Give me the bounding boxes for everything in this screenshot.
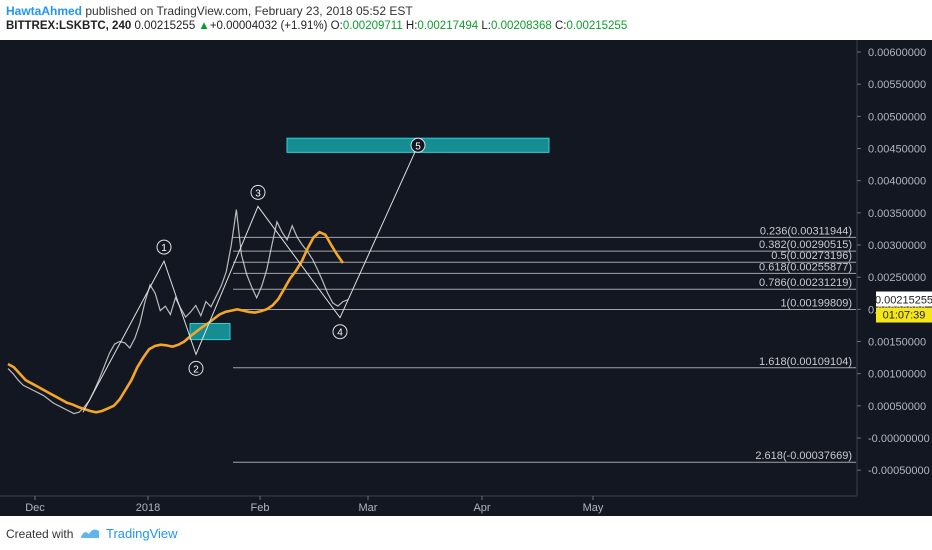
price-chart[interactable]: 0.00600000 0.00550000 0.00500000 0.00450000…: [0, 40, 932, 516]
wave-label: 3: [255, 188, 261, 199]
symbol-label: BITTREX:LSKBTC, 240: [6, 20, 132, 32]
low-label: L:: [481, 20, 491, 32]
x-tick-label: Apr: [473, 502, 490, 514]
bar-timer-tag: [876, 307, 932, 323]
x-tick-label: May: [583, 502, 604, 514]
last-price: 0.00215255: [134, 20, 196, 32]
x-tick-label: Dec: [25, 502, 45, 514]
high-value: 0.00217494: [417, 20, 479, 32]
x-tick-label: 2018: [136, 502, 160, 514]
last-price-tag-label: 0.00215255: [875, 295, 932, 307]
x-tick-label: Feb: [251, 502, 270, 514]
fib-level-label: 0.618(0.00255877): [759, 261, 852, 273]
y-tick-label: -0.00000000: [868, 433, 930, 445]
fib-level-label: 0.236(0.00311944): [760, 225, 852, 237]
open-value: 0.00209711: [342, 20, 403, 32]
fib-level-label: 1(0.00199809): [780, 297, 852, 309]
y-tick-label: 0.00150000: [868, 337, 926, 349]
fib-level-label: 0.786(0.00231219): [759, 277, 852, 289]
wave-label-circle: [410, 137, 426, 153]
chart-header: HawtaAhmed published on TradingView.com,…: [0, 0, 932, 40]
footer: Created with TradingView: [0, 516, 932, 550]
author-link[interactable]: HawtaAhmed: [6, 4, 83, 18]
publish-info: published on TradingView.com, February 2…: [85, 4, 413, 18]
bar-timer-label: 01:07:39: [883, 310, 926, 322]
y-tick-label: 0.00400000: [868, 176, 926, 188]
elliott-wave-path: [82, 145, 419, 413]
up-arrow-icon: ▲: [198, 20, 210, 32]
moving-average-line: [7, 230, 345, 414]
high-label: H:: [405, 20, 418, 32]
publish-line: HawtaAhmed published on TradingView.com,…: [6, 4, 413, 18]
wave-label-circle: [188, 360, 204, 376]
close-value: 0.00215255: [566, 20, 628, 32]
x-tick-label: Mar: [359, 502, 378, 514]
close-label: C:: [554, 20, 567, 32]
y-tick-label: 0.00600000: [868, 47, 926, 59]
wave-label-circle: [250, 184, 266, 200]
ohlc-line: BITTREX:LSKBTC, 240 0.00215255 ▲+0.00004…: [6, 20, 627, 32]
y-tick-label: 0.00450000: [868, 144, 926, 156]
y-tick-label: -0.00050000: [868, 465, 930, 477]
wave-label: 2: [193, 364, 199, 375]
low-value: 0.00208368: [490, 20, 552, 32]
wave-label: 5: [415, 141, 421, 152]
y-tick-label: 0.00500000: [868, 111, 926, 123]
wave-label: 1: [161, 243, 167, 254]
fib-level-label: 2.618(-0.00037669): [755, 450, 852, 462]
last-price-tag: [876, 291, 932, 307]
chart-area[interactable]: 0.00600000 0.00550000 0.00500000 0.00450000…: [0, 40, 932, 516]
y-tick-label: 0.00550000: [868, 79, 926, 91]
fib-level-label: 0.5(0.00273196): [771, 250, 852, 262]
open-label: O:: [330, 20, 343, 32]
wave-label-circle: [332, 324, 348, 340]
y-tick-label: 0.00250000: [868, 272, 926, 284]
price-change: +0.00004032 (+1.91%): [209, 20, 328, 32]
y-tick-label: 0.00100000: [868, 369, 926, 381]
wave-label: 4: [337, 328, 343, 339]
tradingview-logo-icon: [81, 529, 99, 538]
fib-level-label: 0.382(0.00290515): [759, 239, 852, 251]
wave-label-circle: [156, 239, 172, 255]
y-tick-label: 0.00350000: [868, 208, 926, 220]
y-tick-label: 0.00300000: [868, 240, 926, 252]
tradingview-brand[interactable]: TradingView: [106, 526, 178, 541]
price-line-series: [7, 209, 349, 415]
fib-level-label: 1.618(0.00109104): [759, 356, 852, 368]
y-tick-label: 0.00050000: [868, 401, 926, 413]
created-with-label: Created with: [6, 527, 74, 541]
